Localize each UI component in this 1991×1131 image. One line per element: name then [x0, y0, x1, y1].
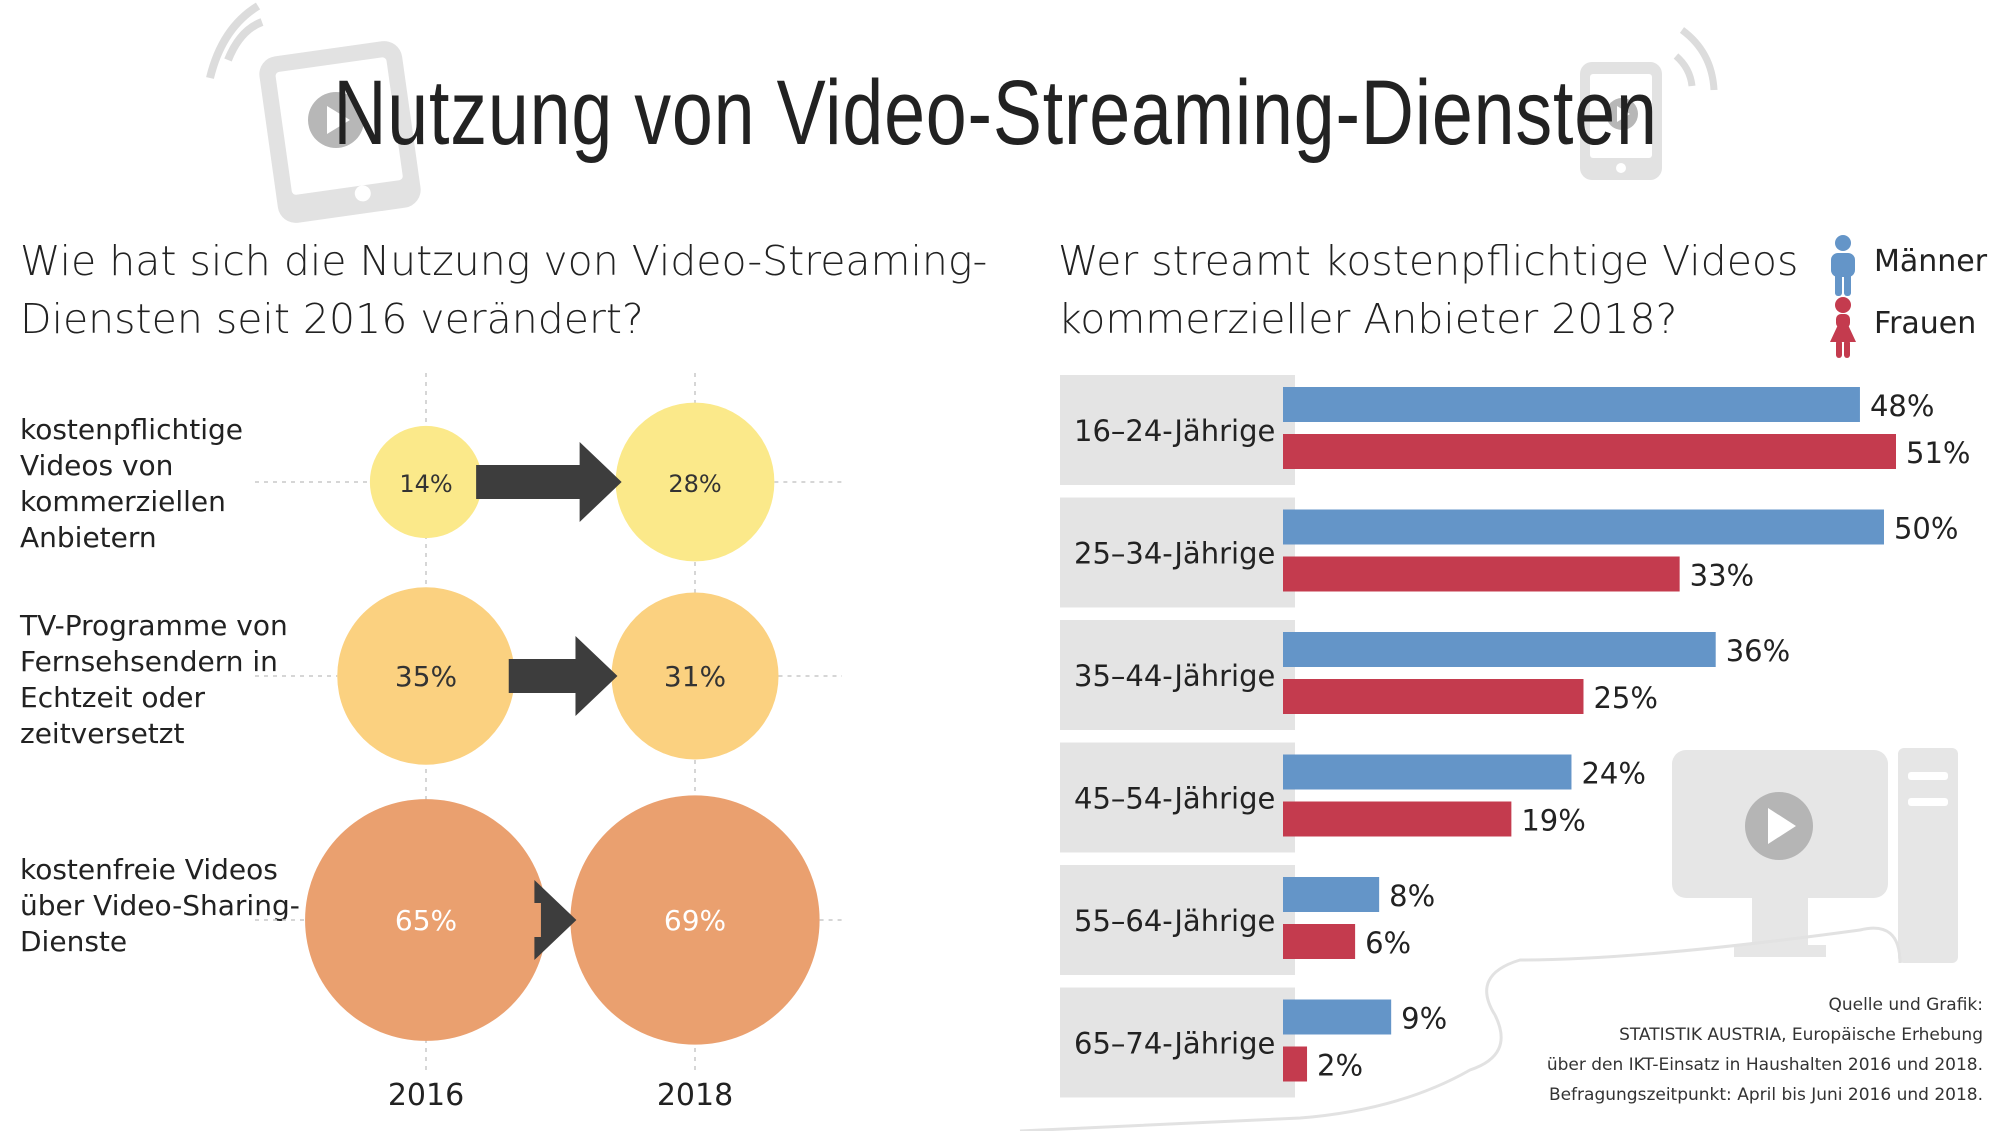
bubble-label-2018: 69% [664, 904, 726, 937]
bubble-2018 [570, 795, 820, 1045]
right-subtitle-line1: Wer streamt kostenpflichtige Videos [1058, 237, 1799, 285]
category-label-kostenpflichtig: kostenpflichtige Videos von kommerzielle… [20, 413, 243, 554]
source-line2: STATISTIK AUSTRIA, Europäische Erhebung [1619, 1025, 1983, 1045]
source-line4: Befragungszeitpunkt: April bis Juni 2016… [1548, 1085, 1983, 1105]
bar-maenner [1283, 632, 1716, 667]
bubble-2016 [305, 799, 547, 1041]
category-label-kostenfrei: kostenfreie Videos über Video-Sharing-Di… [20, 853, 300, 958]
bubble-label-2016: 65% [395, 904, 457, 937]
computer-icon [1019, 748, 1958, 1131]
legend-label-maenner: Männer [1874, 244, 1988, 279]
bubble-2016 [337, 587, 515, 765]
right-chart-subtitle: Wer streamt kostenpflichtige Videos komm… [1058, 232, 1798, 348]
right-subtitle-line2: kommerzieller Anbieter 2018? [1058, 295, 1678, 343]
bubble-label-2016: 14% [399, 470, 452, 498]
bubble-comparison-chart: 14% 28% 35% 31% 65% 69% [255, 370, 842, 1070]
phone-icon-left [206, 2, 421, 223]
bar-frauen [1283, 434, 1896, 469]
age-group-box [1060, 742, 1295, 853]
female-person-icon [1830, 297, 1856, 358]
bar-maenner [1283, 754, 1572, 790]
age-group-box [1060, 497, 1295, 608]
change-arrow [476, 442, 622, 522]
age-group-label: 55–64-Jährige [1074, 904, 1275, 938]
bubble-2016 [369, 425, 483, 539]
year-label-2016: 2016 [387, 1078, 465, 1113]
phone-icon-right [1580, 27, 1718, 180]
bar-value-label: 25% [1593, 681, 1657, 715]
age-group-box [1060, 620, 1295, 730]
male-person-icon [1831, 235, 1855, 296]
bar-frauen [1283, 679, 1584, 714]
age-group-label: 45–54-Jährige [1074, 782, 1275, 816]
bar-value-label: 8% [1389, 879, 1435, 913]
bar-maenner [1283, 509, 1884, 545]
left-chart-subtitle: Wie hat sich die Nutzung von Video-Strea… [20, 232, 987, 348]
bar-value-label: 33% [1690, 559, 1754, 593]
source-note: Quelle und Grafik: STATISTIK AUSTRIA, Eu… [1547, 990, 1983, 1110]
age-group-label: 25–34-Jährige [1074, 537, 1275, 571]
age-group-label: 35–44-Jährige [1074, 659, 1275, 693]
year-label-2018: 2018 [656, 1078, 734, 1113]
legend-label-frauen: Frauen [1874, 306, 1977, 341]
page-title: Nutzung von Video-Streaming-Diensten [333, 62, 1658, 164]
bar-frauen [1283, 924, 1356, 959]
age-group-box [1060, 987, 1295, 1098]
bar-frauen [1283, 801, 1512, 837]
age-group-bar-chart: 16–24-Jährige 48% 51% 25–34-Jährige 50% 33% 35… [1060, 375, 1970, 1098]
change-arrow [508, 636, 618, 716]
bubble-label-2016: 35% [395, 660, 457, 693]
bar-value-label: 24% [1581, 757, 1645, 791]
category-label-tv-programme: TV-Programme von Fernsehsendern in Echtz… [20, 609, 288, 750]
bar-value-label: 6% [1365, 926, 1411, 960]
bubble-label-2018: 31% [664, 660, 726, 693]
bar-value-label: 36% [1726, 634, 1790, 668]
bar-value-label: 2% [1317, 1049, 1363, 1083]
bar-value-label: 9% [1401, 1002, 1447, 1036]
left-subtitle-line2: Diensten seit 2016 verändert? [20, 295, 644, 343]
age-group-box [1060, 865, 1295, 975]
bar-value-label: 48% [1870, 389, 1934, 423]
bubble-2018 [615, 402, 775, 562]
legend: Männer Frauen [1826, 234, 1991, 358]
bar-frauen [1283, 556, 1680, 592]
bubble-2018 [611, 592, 779, 760]
change-arrow [534, 880, 577, 960]
bar-maenner [1283, 999, 1392, 1035]
source-line3: über den IKT-Einsatz in Haushalten 2016 … [1546, 1055, 1983, 1075]
bar-value-label: 19% [1521, 804, 1585, 838]
age-group-label: 16–24-Jährige [1074, 414, 1275, 448]
bar-maenner [1283, 877, 1380, 912]
bar-frauen [1283, 1046, 1308, 1082]
bar-value-label: 50% [1894, 512, 1958, 546]
bubble-label-2018: 28% [668, 470, 721, 498]
bar-value-label: 51% [1906, 436, 1970, 470]
bar-maenner [1283, 387, 1860, 422]
source-line1: Quelle und Grafik: [1828, 995, 1983, 1015]
age-group-box [1060, 375, 1295, 485]
age-group-label: 65–74-Jährige [1074, 1027, 1275, 1061]
left-subtitle-line1: Wie hat sich die Nutzung von Video-Strea… [20, 237, 988, 285]
